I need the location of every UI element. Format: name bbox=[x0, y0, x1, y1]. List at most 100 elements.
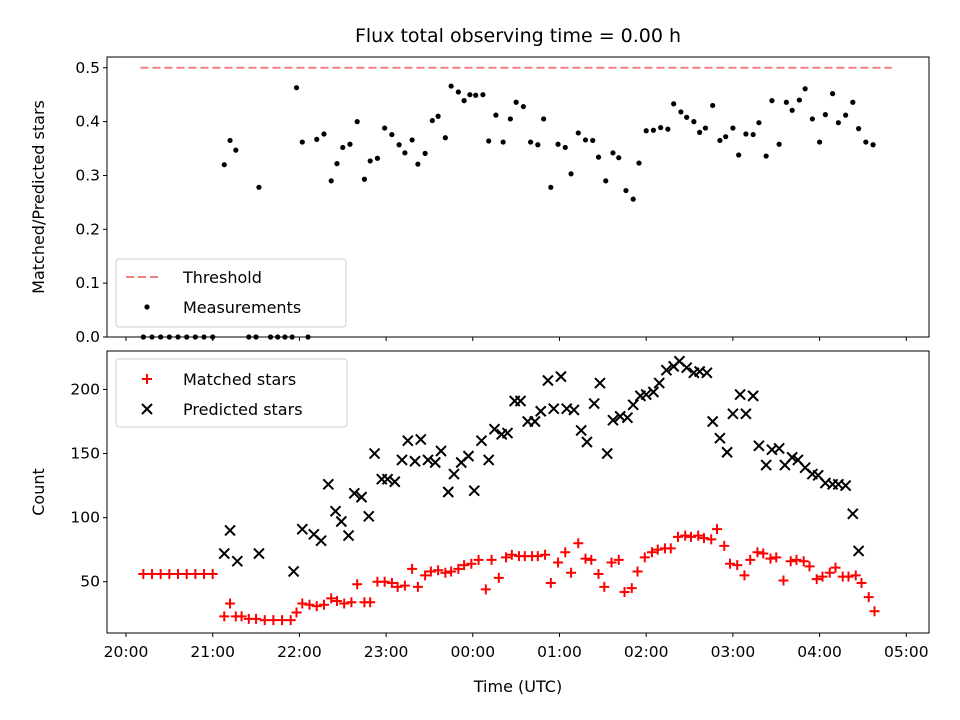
measurement-point bbox=[575, 130, 581, 136]
matched-star-point bbox=[425, 566, 436, 577]
matched-star-point bbox=[652, 544, 663, 555]
matched-star-point bbox=[765, 553, 776, 564]
matched-star-point bbox=[453, 563, 464, 574]
measurement-point bbox=[541, 116, 547, 122]
predicted-star-point bbox=[680, 361, 693, 374]
matched-star-point bbox=[346, 597, 357, 608]
predicted-star-point bbox=[548, 402, 560, 415]
measurement-point bbox=[367, 158, 373, 164]
measurement-point bbox=[184, 334, 190, 340]
measurement-point bbox=[480, 92, 486, 98]
measurement-point bbox=[473, 92, 479, 98]
matched-star-point bbox=[573, 538, 584, 549]
matched-star-point bbox=[297, 598, 308, 609]
matched-star-point bbox=[639, 552, 650, 563]
matched-star-point bbox=[785, 556, 796, 567]
predicted-star-point bbox=[224, 524, 236, 537]
predicted-star-point bbox=[514, 395, 527, 407]
measurement-point bbox=[500, 139, 506, 145]
matched-star-point bbox=[392, 581, 403, 592]
predicted-star-point bbox=[701, 367, 713, 379]
matched-star-point bbox=[173, 569, 184, 580]
matched-star-point bbox=[181, 569, 192, 580]
predicted-star-point bbox=[501, 427, 514, 439]
measurement-point bbox=[158, 334, 164, 340]
measurement-point bbox=[678, 109, 684, 115]
matched-star-point bbox=[553, 557, 564, 568]
measurement-point bbox=[796, 97, 802, 103]
measurement-point bbox=[227, 137, 233, 144]
measurement-point bbox=[233, 147, 239, 153]
predicted-star-point bbox=[660, 364, 673, 376]
measurement-point bbox=[691, 119, 697, 125]
matched-star-point bbox=[586, 554, 597, 565]
measurement-point bbox=[750, 131, 756, 138]
predicted-star-point bbox=[218, 547, 230, 560]
matched-star-point bbox=[532, 551, 543, 562]
measurement-point bbox=[776, 141, 782, 147]
matched-star-point bbox=[379, 576, 390, 587]
matched-star-point bbox=[199, 569, 210, 580]
x-tick-label: 00:00 bbox=[450, 643, 495, 661]
legend-measurements-swatch bbox=[144, 304, 150, 310]
predicted-star-point bbox=[315, 535, 327, 547]
matched-star-point bbox=[665, 543, 676, 554]
predicted-star-point bbox=[529, 415, 541, 428]
x-tick-label: 05:00 bbox=[884, 643, 929, 661]
matched-star-point bbox=[856, 578, 867, 589]
bottom-panel: 50 100 150 200 20:00 21:00 22:00 23:00 00:00 01:0… bbox=[29, 350, 930, 696]
matched-star-point bbox=[540, 549, 551, 560]
predicted-star-point bbox=[575, 424, 587, 437]
matched-star-point bbox=[619, 586, 630, 597]
measurement-point bbox=[802, 86, 808, 92]
predicted-star-point bbox=[847, 508, 859, 520]
measurement-point bbox=[562, 144, 568, 151]
predicted-star-point bbox=[342, 529, 355, 542]
matched-star-point bbox=[699, 533, 709, 544]
measurement-point bbox=[520, 103, 526, 110]
matched-star-point bbox=[407, 563, 418, 574]
predicted-star-point bbox=[653, 377, 665, 389]
measurement-point bbox=[354, 119, 360, 125]
measurement-point bbox=[856, 126, 862, 132]
measurement-point bbox=[665, 126, 671, 132]
predicted-star-point bbox=[706, 415, 719, 428]
matched-star-point bbox=[606, 557, 617, 568]
measurement-point bbox=[455, 89, 461, 95]
measurement-point bbox=[347, 141, 353, 147]
predicted-star-point bbox=[839, 479, 852, 492]
measurement-point bbox=[870, 142, 876, 148]
predicted-star-point bbox=[409, 455, 421, 467]
predicted-star-point bbox=[402, 435, 414, 447]
measurement-point bbox=[493, 112, 499, 118]
matched-star-point bbox=[725, 558, 736, 569]
matched-star-point bbox=[719, 540, 730, 551]
matched-star-point bbox=[236, 611, 247, 622]
legend-matched-label: Matched stars bbox=[183, 370, 296, 389]
measurement-point bbox=[429, 117, 435, 124]
measurement-point bbox=[743, 131, 749, 137]
measurement-point bbox=[140, 334, 146, 340]
matched-star-point bbox=[791, 554, 802, 565]
measurement-point bbox=[246, 334, 252, 340]
y-tick-label: 50 bbox=[80, 573, 100, 591]
matched-star-point bbox=[259, 615, 270, 626]
x-tick-label: 01:00 bbox=[537, 643, 582, 661]
matched-star-point bbox=[824, 567, 835, 578]
measurement-point bbox=[528, 139, 534, 145]
predicted-star-point bbox=[363, 510, 375, 523]
measurement-point bbox=[756, 120, 762, 126]
predicted-star-point bbox=[647, 386, 660, 398]
measurement-point bbox=[671, 101, 677, 107]
predicted-star-point bbox=[468, 485, 480, 497]
y-tick-label: 150 bbox=[70, 445, 100, 463]
matched-star-point bbox=[352, 579, 363, 590]
measurement-point bbox=[166, 334, 172, 340]
measurement-point bbox=[409, 137, 415, 143]
predicted-star-point bbox=[581, 436, 593, 448]
y-tick-label: 0.2 bbox=[75, 220, 100, 238]
x-tick-label: 21:00 bbox=[190, 643, 235, 661]
measurement-point bbox=[610, 150, 616, 156]
predicted-star-point bbox=[727, 408, 739, 420]
measurement-point bbox=[382, 125, 388, 131]
